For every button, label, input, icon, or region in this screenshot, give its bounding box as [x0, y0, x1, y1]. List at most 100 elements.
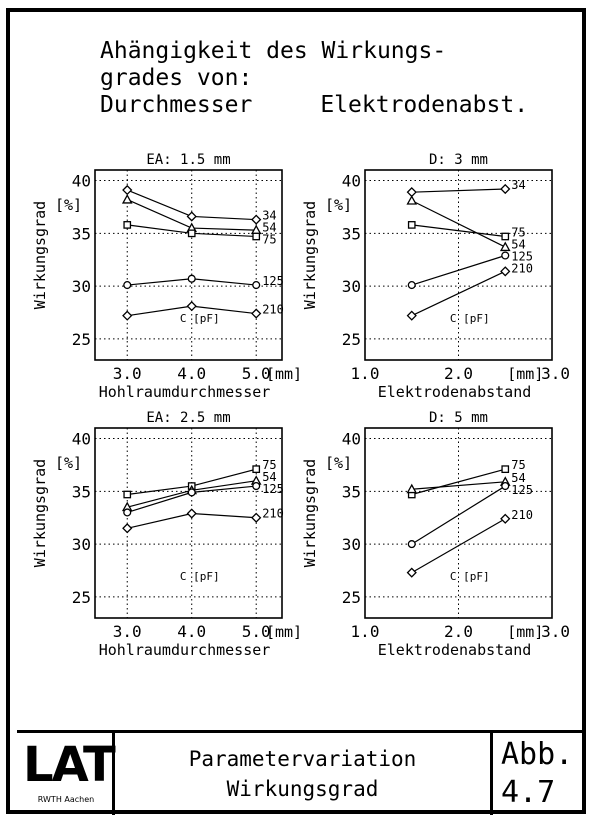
- data-point: [252, 465, 261, 474]
- heading-line-1: Ahängigkeit des Wirkungs-: [100, 38, 447, 64]
- series-75: 75: [407, 221, 526, 241]
- x-tick-label: 1.0: [351, 364, 380, 383]
- series-label: 75: [511, 226, 525, 240]
- lat-logo: LAT RWTH Aachen: [17, 733, 116, 815]
- data-point: [407, 540, 416, 549]
- series-label: 54: [511, 238, 525, 252]
- data-point: [186, 508, 197, 519]
- heading-left-label: Durchmesser: [100, 92, 253, 118]
- y-unit-label: [%]: [55, 454, 82, 472]
- series-label: 125: [511, 250, 533, 264]
- y-axis-label: Wirkungsgrad: [31, 459, 49, 567]
- y-tick-label: 25: [342, 588, 361, 607]
- series-label: 54: [262, 221, 276, 235]
- x-unit-label: [mm]: [266, 365, 302, 383]
- series-label: 75: [262, 458, 276, 472]
- data-point: [123, 490, 132, 499]
- series-210: 210: [122, 301, 284, 321]
- series-210: 210: [122, 507, 284, 534]
- y-tick-label: 35: [342, 482, 361, 501]
- footer-title-line-2: Wirkungsgrad: [226, 777, 379, 801]
- x-axis-label: Elektrodenabstand: [378, 383, 532, 401]
- data-point: [122, 310, 133, 321]
- figure-heading: Ahängigkeit des Wirkungs- grades von: Du…: [100, 38, 528, 119]
- series-line: [411, 200, 506, 248]
- data-point: [406, 567, 417, 578]
- data-point: [501, 465, 510, 474]
- chart-panel-2: D: 3 mm 25 30 35 40 1.0 2.0 3.0[mm]Elektrodenab…: [301, 152, 570, 401]
- data-point: [187, 274, 196, 283]
- y-tick-label: 40: [72, 430, 91, 449]
- x-tick-label: 5.0: [242, 364, 271, 383]
- data-point: [252, 232, 261, 241]
- data-point: [501, 482, 510, 491]
- figure-number-box: Abb. 4.7: [493, 733, 583, 815]
- series-line: [411, 188, 506, 193]
- chart-title: D: 3 mm: [429, 152, 488, 168]
- y-axis-label: Wirkungsgrad: [301, 201, 319, 309]
- series-125: 125: [123, 274, 284, 290]
- series-line: [411, 481, 506, 490]
- x-axis-label: Hohlraumdurchmesser: [99, 641, 271, 659]
- y-tick-label: 25: [72, 330, 91, 349]
- series-label: 75: [262, 233, 276, 247]
- logo-subtitle: RWTH Aachen: [37, 795, 95, 804]
- x-tick-label: 5.0: [242, 622, 271, 641]
- data-point: [123, 281, 132, 290]
- data-point: [500, 183, 511, 195]
- x-axis-label: Hohlraumdurchmesser: [99, 383, 271, 401]
- y-unit-label: [%]: [55, 196, 82, 214]
- data-point: [122, 184, 133, 196]
- series-125: 125: [123, 482, 284, 517]
- footer-title: Parametervariation Wirkungsgrad: [115, 733, 493, 815]
- series-label: 210: [262, 303, 284, 317]
- series-54: 54: [121, 470, 277, 512]
- data-point: [252, 482, 261, 491]
- data-point: [500, 266, 511, 277]
- data-point: [406, 483, 418, 494]
- x-unit-label: [mm]: [507, 365, 543, 383]
- data-point: [251, 512, 262, 523]
- series-label: 75: [511, 458, 525, 472]
- series-210: 210: [406, 508, 533, 578]
- x-axis-label: Elektrodenabstand: [378, 641, 532, 659]
- series-label: 54: [262, 470, 276, 484]
- data-point: [187, 229, 196, 238]
- legend-title: C [pF]: [180, 312, 220, 325]
- chart-title: EA: 2.5 mm: [146, 410, 230, 426]
- data-point: [500, 513, 511, 524]
- series-125: 125: [407, 250, 533, 290]
- plot-frame: [94, 427, 283, 619]
- series-75: 75: [407, 458, 526, 499]
- series-34: 34: [406, 178, 526, 198]
- y-axis-label: Wirkungsgrad: [301, 459, 319, 567]
- data-point: [122, 523, 133, 534]
- data-point: [499, 241, 511, 252]
- plot-frame: [94, 169, 283, 361]
- chart-panel-3: EA: 2.5 mm 25 30 35 40 3.0 4.0 5.0[mm]Hohlraumd…: [31, 410, 302, 659]
- series-label: 54: [511, 471, 525, 485]
- series-label: 125: [262, 482, 284, 496]
- data-point: [252, 281, 261, 290]
- x-tick-label: 2.0: [444, 622, 473, 641]
- series-label: 210: [511, 262, 533, 276]
- data-point: [123, 508, 132, 517]
- logo-lettering: LAT: [23, 737, 116, 793]
- y-tick-label: 40: [342, 172, 361, 191]
- drawing-frame: [6, 8, 586, 814]
- footer-title-line-1: Parametervariation: [188, 747, 417, 771]
- chart-title: EA: 1.5 mm: [146, 152, 230, 168]
- data-point: [407, 221, 416, 229]
- series-54: 54: [406, 471, 526, 494]
- data-point: [186, 301, 197, 312]
- figure-label: Abb.: [501, 737, 574, 772]
- data-point: [251, 214, 262, 225]
- series-label: 34: [511, 178, 525, 192]
- data-point: [407, 281, 416, 290]
- x-tick-label: 2.0: [444, 364, 473, 383]
- series-210: 210: [406, 262, 533, 321]
- series-54: 54: [121, 194, 277, 235]
- series-line: [411, 518, 506, 574]
- data-point: [406, 195, 418, 205]
